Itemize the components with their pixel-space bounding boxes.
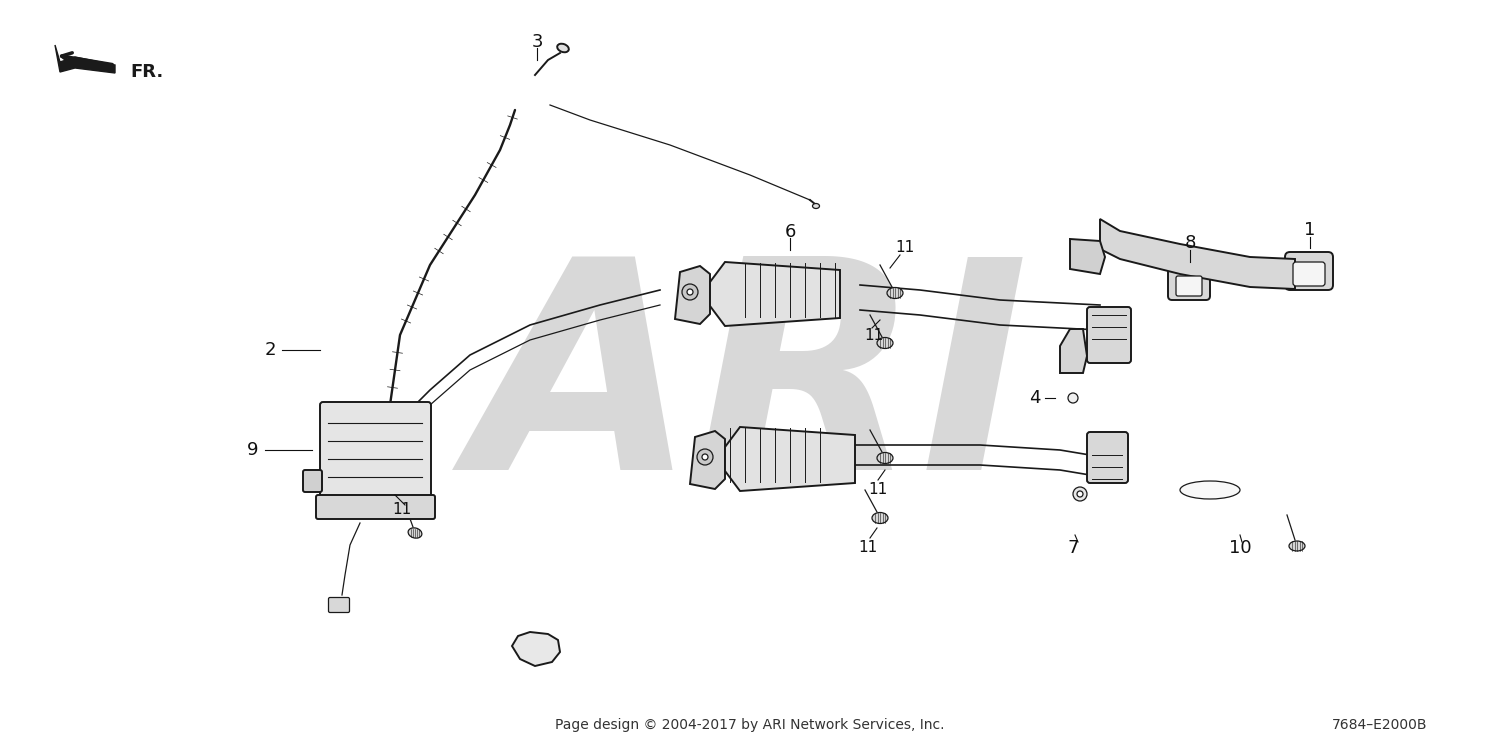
Circle shape: [702, 454, 708, 460]
Ellipse shape: [556, 43, 568, 52]
Polygon shape: [512, 632, 560, 666]
Text: 4: 4: [1029, 389, 1041, 407]
FancyBboxPatch shape: [328, 598, 350, 613]
Polygon shape: [690, 431, 724, 489]
Text: 11: 11: [896, 240, 915, 255]
Ellipse shape: [813, 204, 819, 208]
Ellipse shape: [408, 528, 422, 539]
Polygon shape: [1060, 329, 1088, 373]
Ellipse shape: [1180, 481, 1240, 499]
Text: 8: 8: [1185, 234, 1196, 252]
Polygon shape: [675, 266, 710, 324]
Ellipse shape: [871, 512, 888, 524]
FancyBboxPatch shape: [1168, 266, 1210, 300]
Text: 10: 10: [1228, 539, 1251, 557]
Text: 11: 11: [393, 503, 411, 518]
Polygon shape: [1070, 239, 1106, 274]
Ellipse shape: [878, 338, 892, 348]
FancyBboxPatch shape: [316, 495, 435, 519]
Text: 2: 2: [264, 341, 276, 359]
Text: FR.: FR.: [130, 63, 164, 81]
Circle shape: [698, 449, 712, 465]
FancyBboxPatch shape: [1088, 432, 1128, 483]
Ellipse shape: [878, 452, 892, 464]
Circle shape: [1077, 491, 1083, 497]
FancyBboxPatch shape: [303, 470, 322, 492]
Text: Page design © 2004-2017 by ARI Network Services, Inc.: Page design © 2004-2017 by ARI Network S…: [555, 718, 945, 732]
Text: 11: 11: [868, 482, 888, 497]
FancyBboxPatch shape: [1293, 262, 1324, 286]
Text: 11: 11: [864, 329, 883, 344]
Circle shape: [682, 284, 698, 300]
FancyBboxPatch shape: [1176, 276, 1202, 296]
Text: 7: 7: [1068, 539, 1078, 557]
FancyBboxPatch shape: [1286, 252, 1334, 290]
Polygon shape: [56, 45, 116, 73]
Circle shape: [1072, 487, 1088, 501]
Circle shape: [1068, 393, 1078, 403]
Polygon shape: [1100, 219, 1294, 289]
Polygon shape: [710, 262, 840, 326]
FancyBboxPatch shape: [1088, 307, 1131, 363]
Text: 3: 3: [531, 33, 543, 51]
Circle shape: [687, 289, 693, 295]
Ellipse shape: [1288, 541, 1305, 551]
Text: 6: 6: [784, 223, 795, 241]
FancyBboxPatch shape: [320, 402, 430, 498]
Text: 7684–E2000B: 7684–E2000B: [1332, 718, 1428, 732]
Text: 9: 9: [248, 441, 258, 459]
Text: 11: 11: [858, 541, 877, 556]
Polygon shape: [724, 427, 855, 491]
Text: ARI: ARI: [471, 249, 1029, 532]
Text: 1: 1: [1305, 221, 1316, 239]
Ellipse shape: [886, 288, 903, 299]
